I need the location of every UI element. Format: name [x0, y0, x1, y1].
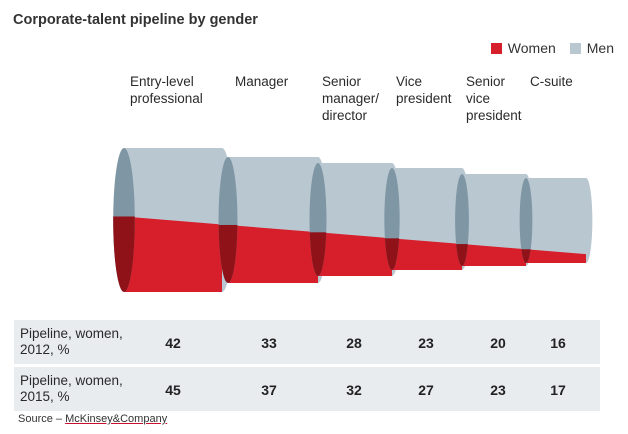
cap-men-senior-vice-president — [455, 174, 469, 266]
pipeline-funnel-chart — [113, 148, 593, 292]
value-2012-c-suite: 16 — [550, 335, 566, 351]
table-row-2015: Pipeline, women, 2015, % 45 37 32 27 23 … — [14, 367, 600, 411]
row-label-2015: Pipeline, women, 2015, % — [20, 373, 123, 404]
men-share-senior-vice-president — [462, 174, 533, 266]
value-2015-manager: 37 — [261, 382, 277, 398]
value-2012-senior-vice-president: 20 — [490, 335, 506, 351]
legend-label-women: Women — [507, 40, 556, 56]
women-share-senior-manager — [318, 232, 392, 276]
value-2012-senior-manager: 28 — [346, 335, 362, 351]
funnel-segment-senior-manager — [309, 163, 401, 276]
value-2015-entry-level: 45 — [165, 382, 181, 398]
stage-label-entry-level: Entry-level professional — [130, 74, 203, 106]
women-share-senior-vice-president — [462, 244, 526, 266]
women-share-c-suite — [526, 249, 586, 263]
value-2015-c-suite: 17 — [550, 382, 566, 398]
legend-item-women: Women — [490, 40, 556, 56]
funnel-segment-c-suite — [519, 178, 593, 263]
stage-label-senior-manager: Senior manager/ director — [322, 74, 380, 123]
chart-title: Corporate-talent pipeline by gender — [13, 12, 258, 28]
legend-label-men: Men — [586, 40, 614, 56]
women-share-manager — [228, 224, 318, 283]
cap-women-manager — [218, 224, 238, 283]
men-share-c-suite — [526, 178, 593, 263]
source-prefix: Source – — [18, 413, 66, 425]
cap-men-c-suite — [519, 178, 533, 263]
women-share-vice-president — [392, 238, 462, 270]
value-2015-senior-vice-president: 23 — [490, 382, 506, 398]
legend: Women Men — [477, 40, 614, 56]
cap-women-vice-president — [384, 238, 400, 270]
legend-swatch-men — [569, 42, 581, 54]
stage-label-senior-vice-president: Senior vice president — [466, 74, 522, 123]
women-share-entry-level — [124, 216, 222, 292]
value-2012-manager: 33 — [261, 335, 277, 351]
stage-label-vice-president: Vice president — [396, 74, 452, 106]
funnel-segment-entry-level — [113, 148, 233, 292]
source-note: Source – McKinsey&Company — [18, 413, 167, 425]
funnel-segment-senior-vice-president — [455, 174, 533, 266]
legend-swatch-women — [490, 42, 502, 54]
value-2015-vice-president: 27 — [418, 382, 434, 398]
value-2012-entry-level: 42 — [165, 335, 181, 351]
stage-label-c-suite: C-suite — [530, 74, 573, 89]
source-company: McKinsey&Company — [65, 413, 168, 425]
cap-women-entry-level — [113, 216, 135, 292]
value-2015-senior-manager: 32 — [346, 382, 362, 398]
funnel-segment-vice-president — [384, 168, 470, 270]
stage-label-manager: Manager — [235, 74, 289, 89]
table-row-2012: Pipeline, women, 2012, % 42 33 28 23 20 … — [14, 320, 600, 364]
cap-women-senior-manager — [309, 232, 327, 276]
funnel-segment-manager — [218, 157, 328, 283]
legend-item-men: Men — [569, 40, 614, 56]
row-label-2012: Pipeline, women, 2012, % — [20, 326, 123, 357]
value-2012-vice-president: 23 — [418, 335, 434, 351]
